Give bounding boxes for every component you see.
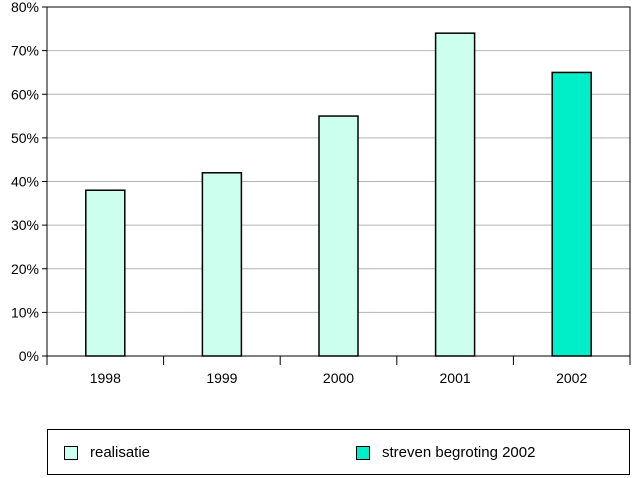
plot-area-border <box>46 6 631 357</box>
y-tick-label: 60% <box>11 86 39 102</box>
y-tick-label: 20% <box>11 261 39 277</box>
bar-2000 <box>318 115 359 357</box>
x-tick-label-1999: 1999 <box>206 370 237 386</box>
y-tick-label: 40% <box>11 174 39 190</box>
x-axis-tick-labels: 1998 1999 2000 2001 2002 <box>90 370 588 386</box>
legend-label-streven: streven begroting 2002 <box>382 444 536 461</box>
bar-2002 <box>551 71 592 357</box>
legend-swatch-realisatie <box>64 445 78 460</box>
y-tick-label: 10% <box>11 304 39 320</box>
x-tick-label-2000: 2000 <box>323 370 354 386</box>
y-tick-label: 0% <box>19 348 39 364</box>
x-tick-label-1998: 1998 <box>90 370 121 386</box>
y-tick-label: 80% <box>11 0 39 15</box>
legend: realisatie streven begroting 2002 <box>47 429 630 475</box>
bars <box>85 32 592 357</box>
x-tick-label-2001: 2001 <box>440 370 471 386</box>
bar-2001 <box>434 32 476 357</box>
y-tick-label: 30% <box>11 217 39 233</box>
y-tick-label: 70% <box>11 43 39 59</box>
x-tick-label-2002: 2002 <box>556 370 587 386</box>
bar-1998 <box>85 189 126 357</box>
bar-chart: 0% 10% 20% 30% 40% 50% 60% 70% 80% 1998 1999 2000 2… <box>11 0 631 386</box>
y-tick-label: 50% <box>11 130 39 146</box>
legend-swatch-streven <box>356 445 370 460</box>
legend-item-streven: streven begroting 2002 <box>356 444 535 461</box>
legend-label-realisatie: realisatie <box>90 444 151 461</box>
plot-frame <box>42 6 631 365</box>
y-axis-tick-labels: 0% 10% 20% 30% 40% 50% 60% 70% 80% <box>11 0 39 364</box>
legend-item-realisatie: realisatie <box>64 444 150 461</box>
bar-1999 <box>201 172 243 357</box>
